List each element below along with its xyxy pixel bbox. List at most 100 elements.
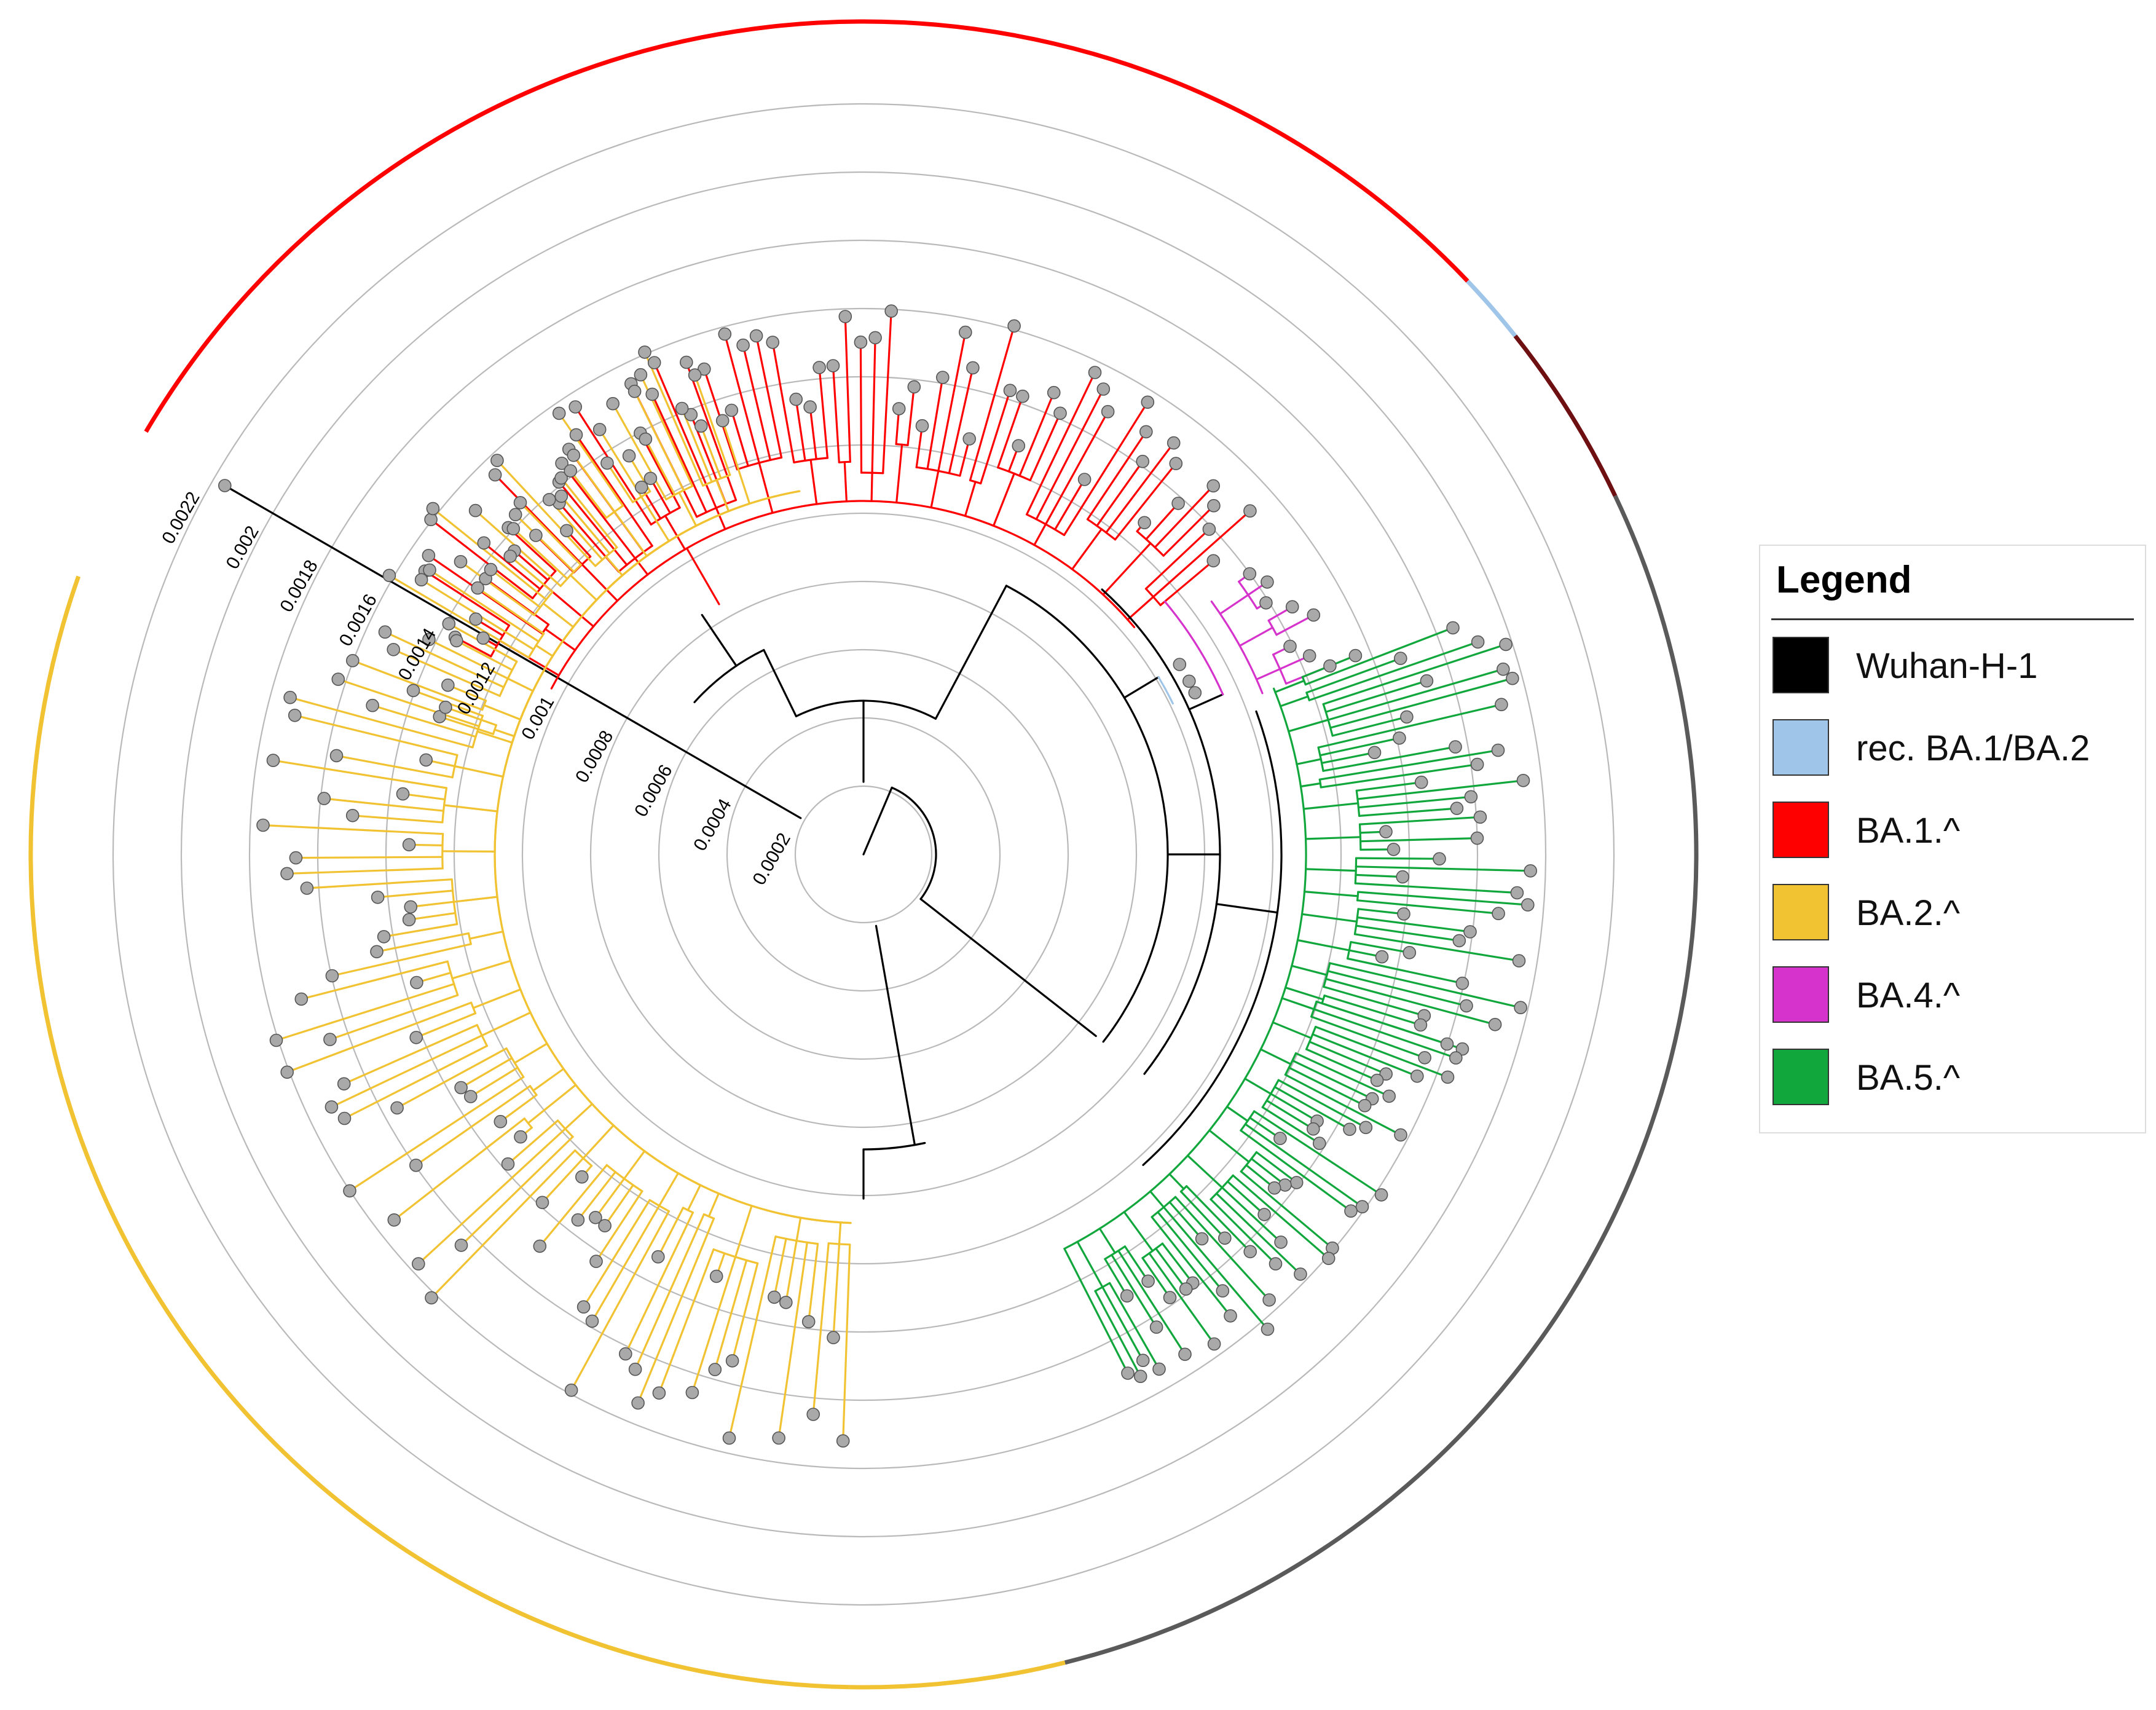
- branch: [1329, 962, 1522, 1009]
- tip-node: [1224, 1309, 1237, 1323]
- tip-node: [1374, 1188, 1388, 1202]
- branch: [812, 1242, 830, 1416]
- branch: [1355, 781, 1423, 792]
- tip-node: [426, 502, 440, 516]
- tip-node: [698, 362, 711, 376]
- distance-ring: [794, 785, 933, 924]
- tip-node: [1393, 731, 1406, 745]
- branch: [895, 443, 909, 446]
- scale-bar: 0.00020.00040.00060.00080.0010.00120.001…: [158, 489, 795, 889]
- tip-node: [414, 573, 428, 587]
- branch: [1114, 462, 1177, 541]
- scale-tick-label: 0.002: [222, 522, 263, 573]
- tip-node: [402, 913, 416, 926]
- branch: [714, 1259, 748, 1371]
- branch: [1163, 601, 1224, 696]
- tip-node: [1400, 710, 1414, 724]
- branch: [1358, 823, 1362, 851]
- tip-node: [685, 1385, 699, 1400]
- branch: [489, 569, 541, 609]
- tip-node: [1289, 1176, 1304, 1189]
- legend-label-wuhan: Wuhan-H-1: [1856, 646, 2038, 686]
- tip-node: [396, 787, 410, 801]
- tip-node: [454, 1239, 468, 1252]
- tip-node: [647, 356, 661, 369]
- tip-node: [529, 529, 543, 542]
- branch: [1357, 891, 1529, 906]
- branch: [1357, 795, 1472, 809]
- tip-node: [345, 809, 360, 822]
- clade-arc: [1513, 334, 1618, 497]
- wuhan-branch: [224, 484, 802, 819]
- branch: [1054, 478, 1086, 530]
- branch: [1285, 987, 1324, 1001]
- branch: [1355, 865, 1532, 872]
- branch: [1303, 891, 1359, 897]
- branch: [891, 786, 937, 900]
- branch: [471, 714, 484, 749]
- branch: [1323, 985, 1425, 1017]
- tip-node: [1206, 554, 1221, 568]
- tip-node: [1367, 746, 1382, 760]
- branch: [513, 1042, 548, 1064]
- branch: [506, 1119, 559, 1165]
- legend-swatch-wuhan: [1772, 637, 1829, 693]
- legend-swatch-ba2: [1772, 884, 1829, 940]
- tip-node: [469, 612, 482, 626]
- branch: [560, 477, 618, 549]
- branch: [1141, 1257, 1171, 1299]
- legend-item-ba4: BA.4.^: [1772, 966, 2141, 1028]
- branch: [1312, 1033, 1418, 1078]
- branch: [1313, 1008, 1457, 1059]
- tip-node: [503, 550, 517, 563]
- branch: [300, 960, 449, 1000]
- branch: [832, 364, 840, 463]
- tip-node: [725, 1354, 739, 1368]
- tip-node: [471, 581, 485, 595]
- tip-node: [709, 1269, 723, 1283]
- tip-node: [1178, 1347, 1192, 1361]
- tip-node: [390, 1101, 404, 1115]
- branch: [1226, 1180, 1265, 1216]
- distance-ring: [248, 239, 1479, 1470]
- branch: [262, 824, 444, 835]
- branch: [1102, 725, 1169, 1043]
- branch: [1157, 676, 1174, 705]
- branch: [1356, 779, 1525, 800]
- distance-ring: [180, 171, 1547, 1538]
- branch: [428, 638, 509, 680]
- tip-node: [1455, 1042, 1469, 1056]
- branch: [1005, 585, 1141, 727]
- tip-node: [1524, 864, 1537, 878]
- branch: [595, 1190, 643, 1263]
- tip-node: [1510, 886, 1524, 900]
- tip-node: [645, 387, 659, 401]
- tip-node: [1470, 831, 1484, 845]
- branch: [785, 1240, 798, 1304]
- branch: [1096, 460, 1144, 527]
- branch: [1259, 1048, 1292, 1065]
- tip-node: [343, 1184, 356, 1198]
- branch: [685, 547, 720, 605]
- branch: [494, 490, 852, 1224]
- tip-node: [554, 471, 568, 485]
- tip-node: [425, 1291, 438, 1305]
- tip-node: [1403, 946, 1417, 959]
- branch: [323, 797, 445, 812]
- tip-node: [1355, 1200, 1369, 1213]
- tip-node: [749, 329, 763, 343]
- tip-node: [1152, 1362, 1166, 1376]
- branch: [1265, 1099, 1315, 1130]
- tip-node: [803, 400, 817, 414]
- branch: [1155, 1247, 1187, 1290]
- tip-node: [1463, 925, 1477, 939]
- legend-swatch-ba1: [1772, 802, 1829, 858]
- tip-node: [639, 432, 653, 446]
- tip-node: [1047, 385, 1061, 400]
- tip-node: [631, 1396, 645, 1410]
- branch: [871, 336, 876, 474]
- tip-node: [404, 900, 418, 914]
- branch: [1277, 1079, 1367, 1129]
- branch: [561, 462, 636, 559]
- tip-node: [560, 524, 573, 538]
